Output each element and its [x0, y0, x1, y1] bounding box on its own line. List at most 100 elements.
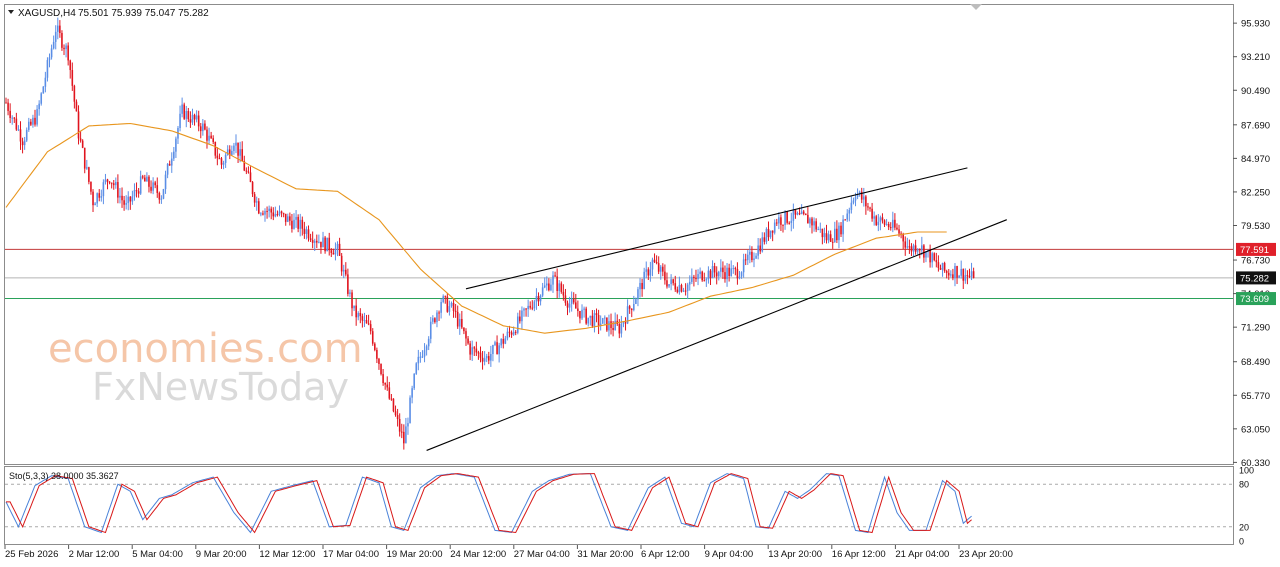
candle	[110, 182, 113, 189]
scroll-marker[interactable]	[970, 4, 982, 10]
candle-body	[27, 121, 30, 130]
price-tick-label: 79.530	[1241, 221, 1270, 232]
candle	[88, 166, 90, 185]
candle	[264, 208, 266, 222]
candle	[595, 308, 598, 323]
candle	[647, 267, 650, 280]
candle-body	[931, 253, 933, 263]
candle	[749, 245, 751, 264]
candle-body	[829, 234, 832, 242]
candle-body	[175, 138, 177, 152]
candle	[11, 115, 14, 125]
candle	[771, 230, 774, 242]
candle	[850, 196, 853, 214]
candle-body	[591, 315, 594, 327]
candle-body	[179, 113, 181, 129]
candle-body	[409, 397, 411, 424]
candle-body	[214, 141, 217, 156]
candle-body	[823, 233, 826, 238]
candle	[450, 301, 453, 308]
candle	[202, 118, 204, 136]
watermark: economies.com FxNewsToday	[48, 326, 363, 409]
candle-body	[336, 243, 339, 249]
stochastic-signal-line	[6, 473, 972, 534]
candle-body	[881, 217, 884, 221]
candle	[695, 269, 697, 282]
candle-body	[918, 249, 921, 251]
candle-body	[11, 117, 14, 119]
candle-body	[581, 309, 583, 319]
candle	[738, 271, 741, 280]
candle	[483, 351, 486, 366]
candle-body	[40, 93, 43, 104]
candle-body	[419, 356, 422, 358]
candle	[668, 284, 670, 288]
price-tick-label: 93.210	[1241, 52, 1270, 63]
candle-body	[512, 331, 515, 335]
candle-body	[730, 268, 732, 277]
candle-body	[647, 269, 650, 276]
candle-body	[251, 182, 254, 195]
candle-body	[380, 363, 382, 375]
candle-body	[77, 111, 80, 139]
candle-body	[297, 216, 299, 229]
candle	[289, 212, 291, 226]
candle	[811, 216, 813, 234]
candle-body	[724, 272, 726, 280]
candle	[775, 218, 778, 227]
candle	[268, 205, 270, 218]
candle-body	[123, 200, 125, 205]
candle-body	[958, 275, 960, 278]
candle-body	[293, 219, 295, 229]
candle-body	[119, 195, 121, 198]
candle-body	[481, 357, 484, 362]
candle-body	[929, 250, 931, 263]
candle-body	[707, 270, 710, 280]
candle-body	[253, 194, 256, 203]
candle-body	[834, 228, 836, 243]
candle	[181, 97, 183, 118]
candle-body	[825, 233, 828, 241]
candle	[427, 336, 430, 351]
candle	[508, 325, 511, 338]
candle-body	[875, 216, 878, 226]
candle	[340, 252, 343, 276]
candle-body	[908, 246, 911, 248]
candle-body	[614, 320, 616, 330]
candle	[935, 252, 938, 268]
candle-body	[921, 245, 923, 251]
candle-body	[796, 213, 799, 215]
candle	[347, 268, 349, 297]
candle-body	[129, 196, 132, 202]
candle	[436, 310, 438, 328]
candle-body	[759, 245, 762, 252]
candle-body	[531, 307, 534, 309]
candle	[411, 385, 413, 404]
candle	[765, 227, 768, 245]
candle-body	[794, 210, 797, 215]
candle	[396, 408, 399, 427]
candle	[75, 99, 78, 112]
candle-body	[858, 191, 861, 194]
candle	[637, 286, 639, 307]
candle-body	[865, 196, 867, 207]
candle	[788, 221, 791, 225]
candle	[552, 271, 554, 293]
candle-body	[506, 331, 509, 339]
candle-body	[50, 48, 53, 58]
candle	[50, 44, 53, 60]
candle	[494, 340, 496, 347]
candle-body	[266, 210, 268, 212]
candle-body	[189, 119, 192, 123]
symbol-dropdown-icon[interactable]	[8, 10, 14, 14]
candle	[231, 145, 233, 156]
candle-body	[494, 342, 496, 346]
candle	[100, 189, 103, 202]
candle	[187, 107, 190, 123]
candle-body	[465, 331, 467, 339]
candle-body	[19, 129, 22, 142]
candle-body	[664, 271, 666, 281]
candle	[916, 248, 919, 255]
candle	[334, 242, 337, 261]
